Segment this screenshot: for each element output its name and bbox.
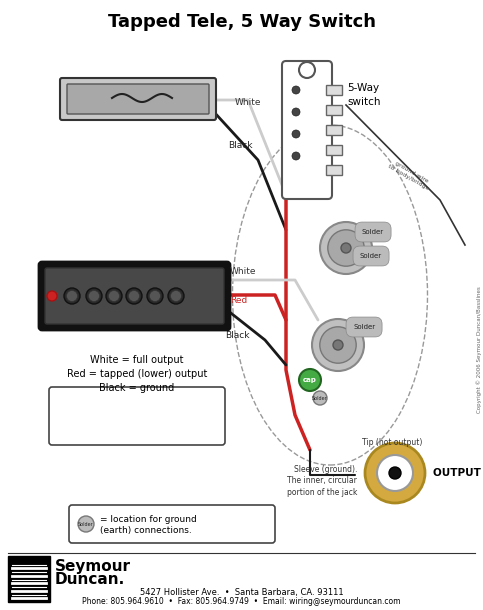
Text: = location for ground
(earth) connections.: = location for ground (earth) connection… [100, 515, 197, 536]
Text: cap: cap [303, 377, 317, 383]
Circle shape [320, 222, 372, 274]
Circle shape [86, 288, 102, 304]
Circle shape [67, 290, 77, 301]
Bar [326, 125, 342, 135]
Circle shape [47, 291, 57, 301]
Text: White: White [230, 267, 256, 276]
Circle shape [292, 152, 300, 160]
Text: Tapped Tele, 5 Way Switch: Tapped Tele, 5 Way Switch [108, 13, 375, 31]
FancyBboxPatch shape [60, 78, 216, 120]
FancyBboxPatch shape [67, 84, 209, 114]
Text: Phone: 805.964.9610  •  Fax: 805.964.9749  •  Email: wiring@seymourduncan.com: Phone: 805.964.9610 • Fax: 805.964.9749 … [82, 598, 401, 606]
Circle shape [328, 230, 364, 266]
Bar [326, 85, 342, 95]
Text: OUTPUT JACK: OUTPUT JACK [433, 468, 483, 478]
FancyBboxPatch shape [282, 61, 332, 199]
Text: Red: Red [230, 296, 247, 305]
Circle shape [377, 455, 413, 491]
Text: White = full output
Red = tapped (lower) output
Black = ground: White = full output Red = tapped (lower)… [67, 355, 207, 393]
Circle shape [170, 290, 182, 301]
Text: 5427 Hollister Ave.  •  Santa Barbara, CA. 93111: 5427 Hollister Ave. • Santa Barbara, CA.… [140, 587, 343, 597]
Text: 5-Way
switch: 5-Way switch [347, 84, 381, 107]
Circle shape [341, 243, 351, 253]
Text: Solder: Solder [312, 395, 328, 401]
Bar [8, 556, 50, 602]
Text: Duncan.: Duncan. [55, 573, 125, 587]
FancyBboxPatch shape [69, 505, 275, 543]
FancyBboxPatch shape [49, 387, 225, 445]
Text: Tip (hot output): Tip (hot output) [362, 438, 422, 447]
Circle shape [109, 290, 119, 301]
Circle shape [147, 288, 163, 304]
Bar [326, 105, 342, 115]
Circle shape [312, 319, 364, 371]
Bar [326, 145, 342, 155]
Text: Solder: Solder [362, 229, 384, 235]
Circle shape [128, 290, 140, 301]
Text: Copyright © 2006 Seymour Duncan/Basslines: Copyright © 2006 Seymour Duncan/Bassline… [476, 287, 482, 414]
FancyBboxPatch shape [39, 262, 230, 330]
Text: Sleeve (ground).
The inner, circular
portion of the jack: Sleeve (ground). The inner, circular por… [286, 465, 357, 497]
Bar [326, 165, 342, 175]
Circle shape [88, 290, 99, 301]
Circle shape [320, 327, 356, 363]
Circle shape [64, 288, 80, 304]
Circle shape [168, 288, 184, 304]
Circle shape [299, 369, 321, 391]
Circle shape [292, 108, 300, 116]
Circle shape [292, 130, 300, 138]
Text: White: White [235, 98, 261, 107]
Circle shape [150, 290, 160, 301]
Circle shape [106, 288, 122, 304]
Text: Solder: Solder [78, 522, 94, 526]
Text: Black: Black [228, 141, 253, 150]
Text: Black: Black [225, 331, 250, 340]
Text: Solder: Solder [360, 253, 382, 259]
Circle shape [389, 467, 401, 479]
Text: ground wire
to body/bridge: ground wire to body/bridge [387, 159, 433, 192]
Circle shape [126, 288, 142, 304]
FancyBboxPatch shape [45, 268, 224, 324]
Text: Solder: Solder [353, 324, 375, 330]
Circle shape [299, 62, 315, 78]
Circle shape [333, 340, 343, 350]
Text: Seymour: Seymour [55, 559, 131, 575]
Circle shape [78, 516, 94, 532]
Circle shape [313, 391, 327, 405]
Circle shape [365, 443, 425, 503]
Circle shape [292, 86, 300, 94]
